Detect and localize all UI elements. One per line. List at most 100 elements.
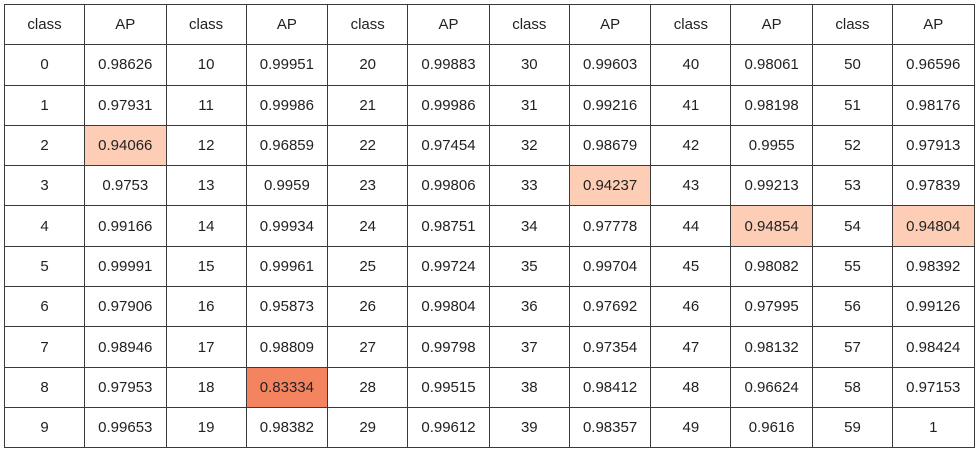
ap-cell: 0.99704 bbox=[568, 245, 652, 288]
class-cell: 26 bbox=[327, 286, 409, 328]
header-ap-cell: AP bbox=[891, 3, 975, 46]
class-cell: 2 bbox=[4, 124, 85, 167]
class-cell: 48 bbox=[650, 366, 732, 408]
class-cell: 22 bbox=[327, 124, 409, 167]
class-cell: 3 bbox=[4, 165, 85, 207]
ap-cell: 0.99653 bbox=[84, 406, 167, 449]
ap-cell: 0.98176 bbox=[891, 84, 975, 126]
ap-cell: 0.9753 bbox=[84, 165, 167, 207]
header-class-cell: class bbox=[327, 3, 409, 46]
header-class-cell: class bbox=[488, 3, 570, 46]
class-cell: 13 bbox=[165, 165, 247, 207]
class-cell: 47 bbox=[650, 326, 732, 368]
ap-cell: 0.99612 bbox=[407, 406, 490, 449]
ap-cell: 0.98392 bbox=[891, 245, 975, 288]
class-cell: 0 bbox=[4, 44, 85, 86]
ap-cell: 0.98132 bbox=[730, 326, 813, 368]
table-row: 8 0.97953 18 0.83334 28 0.99515 38 0.984… bbox=[4, 366, 975, 408]
class-cell: 31 bbox=[488, 84, 570, 126]
class-cell: 37 bbox=[488, 326, 570, 368]
class-cell: 34 bbox=[488, 205, 570, 247]
ap-cell-highlighted: 0.94066 bbox=[84, 124, 167, 167]
ap-cell: 0.97153 bbox=[891, 366, 975, 408]
ap-cell: 0.98751 bbox=[407, 205, 490, 247]
ap-cell: 0.9959 bbox=[245, 165, 329, 207]
class-cell: 44 bbox=[650, 205, 732, 247]
header-ap-cell: AP bbox=[84, 3, 167, 46]
class-cell: 43 bbox=[650, 165, 732, 207]
ap-cell: 0.98412 bbox=[568, 366, 652, 408]
class-cell: 46 bbox=[650, 286, 732, 328]
ap-cell: 0.98424 bbox=[891, 326, 975, 368]
class-cell: 49 bbox=[650, 406, 732, 449]
ap-cell: 0.98809 bbox=[245, 326, 329, 368]
header-class-cell: class bbox=[811, 3, 893, 46]
class-cell: 52 bbox=[811, 124, 893, 167]
class-cell: 23 bbox=[327, 165, 409, 207]
class-cell: 21 bbox=[327, 84, 409, 126]
header-ap-cell: AP bbox=[407, 3, 490, 46]
ap-cell: 0.98626 bbox=[84, 44, 167, 86]
ap-cell: 0.99724 bbox=[407, 245, 490, 288]
ap-cell-highlighted-strong: 0.83334 bbox=[245, 366, 329, 408]
ap-cell: 0.98382 bbox=[245, 406, 329, 449]
table-row: 6 0.97906 16 0.95873 26 0.99804 36 0.976… bbox=[4, 286, 975, 328]
ap-cell: 0.98357 bbox=[568, 406, 652, 449]
ap-cell: 0.99986 bbox=[245, 84, 329, 126]
class-cell: 58 bbox=[811, 366, 893, 408]
ap-cell: 0.95873 bbox=[245, 286, 329, 328]
class-cell: 38 bbox=[488, 366, 570, 408]
class-cell: 51 bbox=[811, 84, 893, 126]
class-cell: 25 bbox=[327, 245, 409, 288]
class-cell: 15 bbox=[165, 245, 247, 288]
ap-cell: 0.99213 bbox=[730, 165, 813, 207]
header-ap-cell: AP bbox=[568, 3, 652, 46]
class-cell: 36 bbox=[488, 286, 570, 328]
class-cell: 20 bbox=[327, 44, 409, 86]
table-row: 4 0.99166 14 0.99934 24 0.98751 34 0.977… bbox=[4, 205, 975, 247]
header-class-cell: class bbox=[650, 3, 732, 46]
class-cell: 16 bbox=[165, 286, 247, 328]
class-cell: 45 bbox=[650, 245, 732, 288]
class-cell: 33 bbox=[488, 165, 570, 207]
class-cell: 1 bbox=[4, 84, 85, 126]
class-cell: 8 bbox=[4, 366, 85, 408]
class-cell: 53 bbox=[811, 165, 893, 207]
ap-per-class-table: class AP class AP class AP class AP clas… bbox=[4, 3, 975, 449]
ap-cell: 0.97778 bbox=[568, 205, 652, 247]
class-cell: 12 bbox=[165, 124, 247, 167]
ap-cell: 0.98082 bbox=[730, 245, 813, 288]
class-cell: 24 bbox=[327, 205, 409, 247]
ap-cell: 0.99798 bbox=[407, 326, 490, 368]
ap-cell: 0.99166 bbox=[84, 205, 167, 247]
ap-cell: 0.99126 bbox=[891, 286, 975, 328]
ap-cell: 0.96596 bbox=[891, 44, 975, 86]
header-ap-cell: AP bbox=[245, 3, 329, 46]
ap-cell: 0.99804 bbox=[407, 286, 490, 328]
table-row: 9 0.99653 19 0.98382 29 0.99612 39 0.983… bbox=[4, 406, 975, 449]
ap-cell: 0.98679 bbox=[568, 124, 652, 167]
header-ap-cell: AP bbox=[730, 3, 813, 46]
ap-cell: 0.96859 bbox=[245, 124, 329, 167]
table-header-row: class AP class AP class AP class AP clas… bbox=[4, 3, 975, 46]
ap-cell: 0.99216 bbox=[568, 84, 652, 126]
class-cell: 18 bbox=[165, 366, 247, 408]
ap-cell: 0.99991 bbox=[84, 245, 167, 288]
header-class-cell: class bbox=[4, 3, 85, 46]
class-cell: 9 bbox=[4, 406, 85, 449]
table-row: 3 0.9753 13 0.9959 23 0.99806 33 0.94237… bbox=[4, 165, 975, 207]
class-cell: 28 bbox=[327, 366, 409, 408]
class-cell: 11 bbox=[165, 84, 247, 126]
class-cell: 59 bbox=[811, 406, 893, 449]
table-row: 2 0.94066 12 0.96859 22 0.97454 32 0.986… bbox=[4, 124, 975, 167]
class-cell: 42 bbox=[650, 124, 732, 167]
class-cell: 40 bbox=[650, 44, 732, 86]
ap-cell: 0.99934 bbox=[245, 205, 329, 247]
class-cell: 5 bbox=[4, 245, 85, 288]
header-class-cell: class bbox=[165, 3, 247, 46]
ap-cell: 0.97995 bbox=[730, 286, 813, 328]
class-cell: 6 bbox=[4, 286, 85, 328]
class-cell: 10 bbox=[165, 44, 247, 86]
table-row: 0 0.98626 10 0.99951 20 0.99883 30 0.996… bbox=[4, 44, 975, 86]
ap-cell: 0.9955 bbox=[730, 124, 813, 167]
